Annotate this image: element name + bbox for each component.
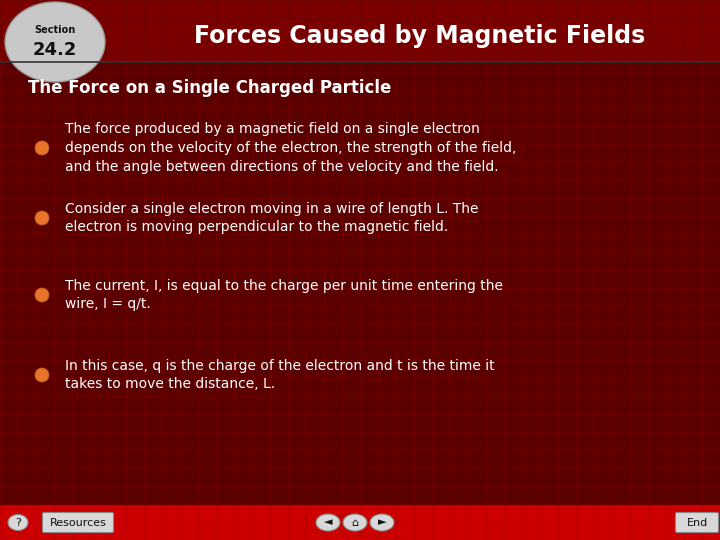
Ellipse shape: [5, 2, 105, 82]
Text: In this case, q is the charge of the electron and t is the time it
takes to move: In this case, q is the charge of the ele…: [65, 359, 495, 392]
Ellipse shape: [343, 514, 367, 531]
Text: Section: Section: [35, 25, 76, 35]
Text: ⌂: ⌂: [351, 517, 359, 528]
Circle shape: [35, 288, 49, 302]
Text: ?: ?: [15, 517, 21, 528]
Text: Consider a single electron moving in a wire of length L. The
electron is moving : Consider a single electron moving in a w…: [65, 201, 479, 234]
Text: ◄: ◄: [324, 517, 332, 528]
Circle shape: [35, 368, 49, 382]
Text: The Force on a Single Charged Particle: The Force on a Single Charged Particle: [28, 79, 392, 97]
FancyBboxPatch shape: [42, 512, 114, 532]
Ellipse shape: [8, 515, 28, 530]
Text: Resources: Resources: [50, 517, 107, 528]
Text: Forces Caused by Magnetic Fields: Forces Caused by Magnetic Fields: [194, 24, 646, 48]
Circle shape: [35, 211, 49, 225]
Text: The force produced by a magnetic field on a single electron
depends on the veloc: The force produced by a magnetic field o…: [65, 122, 516, 174]
Text: 24.2: 24.2: [33, 41, 77, 59]
Ellipse shape: [316, 514, 340, 531]
Text: ►: ►: [378, 517, 386, 528]
Text: The current, I, is equal to the charge per unit time entering the
wire, I = q/t.: The current, I, is equal to the charge p…: [65, 279, 503, 312]
FancyBboxPatch shape: [0, 505, 720, 540]
Circle shape: [35, 141, 49, 155]
Ellipse shape: [370, 514, 394, 531]
Text: End: End: [686, 517, 708, 528]
FancyBboxPatch shape: [675, 512, 719, 532]
FancyBboxPatch shape: [0, 0, 720, 62]
